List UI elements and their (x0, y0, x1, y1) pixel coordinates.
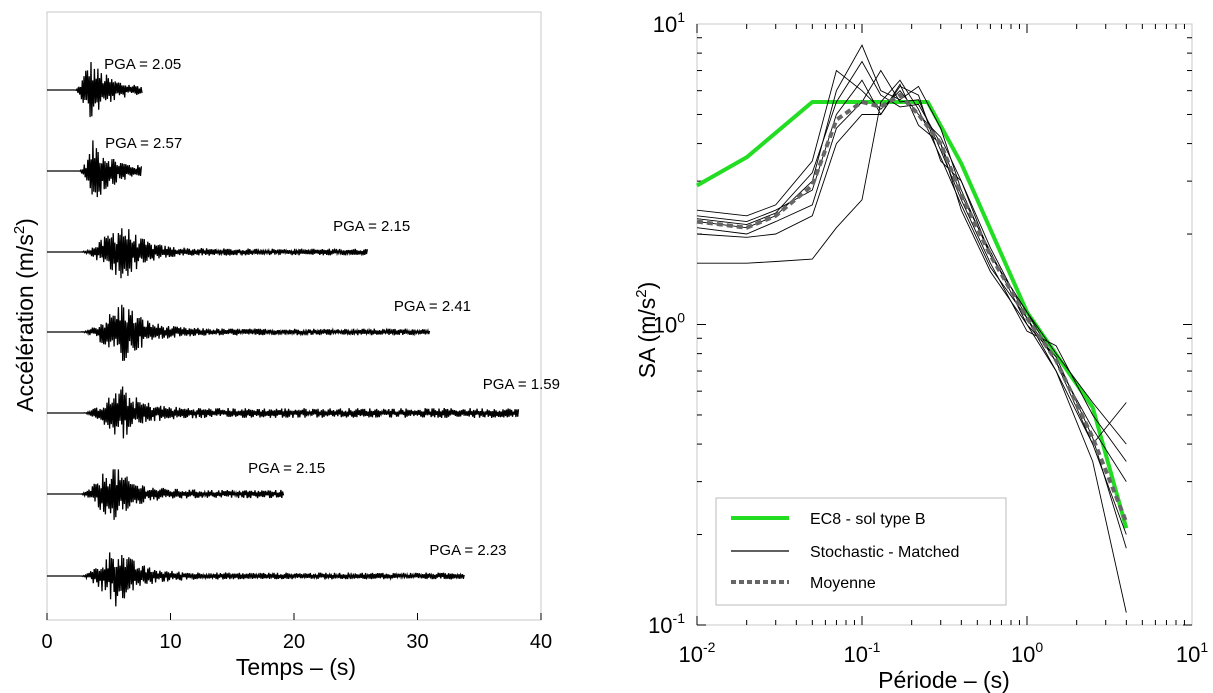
tick-label-exponent: 1 (1200, 639, 1208, 655)
seismogram-chart: PGA = 2.05 PGA = 2.57 PGA = 2.15 PGA = 2.41… (11, 11, 560, 680)
left-x-axis-label: Temps – (s) (236, 654, 356, 680)
accelerogram-trace (47, 61, 143, 118)
accelerogram-trace (47, 552, 465, 607)
accelerogram-trace (47, 228, 369, 279)
left-y-axis-label-close: ) (12, 218, 38, 226)
right-y-tick-label: 10-1 (648, 610, 685, 638)
pga-label: PGA = 1.59 (483, 376, 560, 393)
left-y-axis-label-main: Accélération (m/s (12, 234, 38, 412)
tick-label-base: 10 (679, 642, 703, 667)
mean-spectrum-line (696, 92, 1129, 523)
pga-label: PGA = 2.41 (394, 298, 471, 315)
tick-label-exponent: -1 (673, 610, 686, 626)
accelerogram-trace (47, 304, 431, 361)
left-y-axis-label-sup: 2 (11, 226, 28, 234)
right-x-axis-label: Période – (s) (878, 667, 1010, 693)
legend-ec8-label: EC8 - sol type B (810, 511, 926, 528)
tick-label-exponent: 0 (1035, 639, 1043, 655)
pga-label: PGA = 2.15 (248, 460, 325, 477)
pga-labels: PGA = 2.05 PGA = 2.57 PGA = 2.15 PGA = 2.41… (104, 56, 560, 559)
pga-label: PGA = 2.57 (105, 135, 182, 152)
right-y-axis-label-close: ) (634, 282, 660, 290)
right-x-tick-label: 10-1 (844, 639, 881, 667)
stochastic-spectrum-line (696, 60, 1127, 549)
left-x-tick-label: 40 (530, 631, 552, 653)
accelerogram-trace (47, 469, 285, 520)
accelerogram-trace (47, 140, 143, 198)
right-x-tick-label: 101 (1176, 639, 1208, 667)
stochastic-spectrum-line (696, 69, 1127, 535)
tick-label-base: 10 (1011, 642, 1035, 667)
accelerogram-trace (47, 386, 520, 439)
left-x-axis-ticks: 0 10 20 30 40 (41, 613, 552, 653)
right-y-axis-label-sup: 2 (633, 289, 650, 297)
right-y-tick-label: 101 (653, 9, 685, 37)
left-x-tick-label: 20 (283, 631, 305, 653)
right-y-axis-label: SA (m/s2) (633, 282, 660, 379)
legend: EC8 - sol type B Stochastic - Matched Mo… (715, 497, 1007, 606)
right-x-tick-label: 100 (1011, 639, 1043, 667)
tick-label-base: 10 (653, 313, 677, 338)
left-x-tick-label: 0 (41, 631, 52, 653)
tick-label-exponent: -2 (703, 639, 716, 655)
right-y-axis-label-main: SA (m/s (634, 298, 660, 379)
left-x-tick-label: 30 (406, 631, 428, 653)
right-y-tick-label: 100 (653, 310, 685, 338)
stochastic-spectrum-line (696, 69, 1127, 462)
tick-label-exponent: 1 (677, 9, 685, 25)
spectrum-curves (696, 44, 1129, 613)
pga-label: PGA = 2.23 (429, 542, 506, 559)
left-x-tick-label: 10 (159, 631, 181, 653)
legend-stochastic-label: Stochastic - Matched (810, 544, 959, 561)
tick-label-exponent: -1 (868, 639, 881, 655)
tick-label-base: 10 (653, 12, 677, 37)
pga-label: PGA = 2.15 (333, 218, 410, 235)
tick-label-exponent: 0 (677, 310, 685, 326)
left-y-axis-label: Accélération (m/s2) (11, 218, 38, 412)
tick-label-base: 10 (844, 642, 868, 667)
ec8-spectrum-line (696, 100, 1129, 529)
stochastic-spectrum-line (697, 79, 1127, 445)
pga-label: PGA = 2.05 (104, 56, 181, 73)
stochastic-spectrum-line (696, 44, 1127, 445)
accelerogram-traces (47, 61, 520, 607)
legend-mean-label: Moyenne (810, 575, 876, 592)
right-axis-ticks (696, 24, 1192, 626)
tick-label-base: 10 (648, 613, 672, 638)
tick-label-base: 10 (1176, 642, 1200, 667)
right-x-tick-label: 10-2 (679, 639, 716, 667)
